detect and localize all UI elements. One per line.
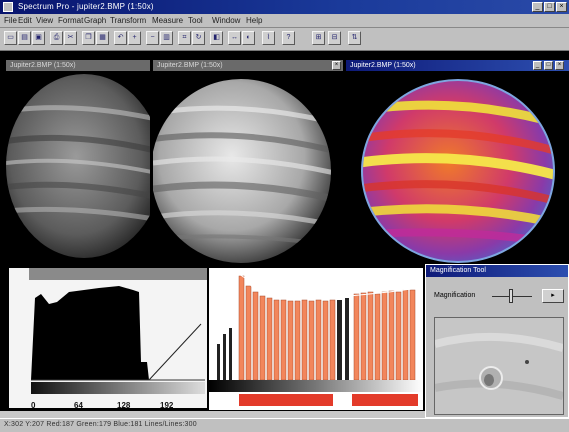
left-image-title-bar[interactable]: Jupiter2.BMP (1:50x) <box>6 60 150 71</box>
jupiter-pseudocolor-image <box>346 71 569 265</box>
menu-file[interactable]: File <box>4 16 17 25</box>
menu-help[interactable]: Help <box>246 16 263 25</box>
filter-icon[interactable]: ◧ <box>210 31 223 45</box>
profile-graph-panel <box>209 268 423 410</box>
color-icon[interactable]: ◐ <box>242 31 255 45</box>
tick-0: 0 <box>31 401 36 410</box>
magnification-step-button[interactable]: ▸ <box>542 289 564 303</box>
close-icon[interactable]: × <box>555 61 564 70</box>
menu-tool[interactable]: Tool <box>188 16 203 25</box>
toolbar: ▭ ▤ ▣ ⎙ ✂ ❐ ▦ ↶ + − ▥ ⌗ ↻ ◧ ↔ ◐ ⌇ ? ⊞ ⊟ … <box>0 28 569 51</box>
minimize-icon[interactable]: _ <box>533 61 542 70</box>
right-image-view[interactable] <box>346 71 569 265</box>
measure-icon[interactable]: ↔ <box>228 31 241 45</box>
close-icon[interactable]: × <box>332 61 341 70</box>
minimize-button[interactable]: _ <box>532 2 543 12</box>
histogram-panel: 0 64 128 192 <box>9 268 207 410</box>
maximize-button[interactable]: □ <box>544 2 555 12</box>
status-bar: X:302 Y:207 Red:187 Green:179 Blue:181 L… <box>0 418 569 432</box>
arrows-icon[interactable]: ⇅ <box>348 31 361 45</box>
tick-128: 128 <box>117 401 131 410</box>
graph-icon[interactable]: ⌇ <box>262 31 275 45</box>
undo-icon[interactable]: ↶ <box>114 31 127 45</box>
fit-icon[interactable]: ⊞ <box>312 31 325 45</box>
jupiter-grayscale-image <box>6 71 150 265</box>
magnification-tool-window: Magnification Tool Magnification ▸ <box>425 264 569 418</box>
grid-icon[interactable]: ⊟ <box>328 31 341 45</box>
magnification-title-bar[interactable]: Magnification Tool <box>426 265 568 277</box>
status-text: X:302 Y:207 Red:187 Green:179 Blue:181 L… <box>4 421 197 428</box>
magnification-slider[interactable] <box>492 289 532 303</box>
tick-64: 64 <box>74 401 83 410</box>
middle-image-title: Jupiter2.BMP (1:50x) <box>157 62 223 69</box>
new-icon[interactable]: ▭ <box>4 31 17 45</box>
menu-edit[interactable]: Edit <box>18 16 32 25</box>
menu-graph[interactable]: Graph <box>84 16 107 25</box>
maximize-icon[interactable]: □ <box>544 61 553 70</box>
save-icon[interactable]: ▣ <box>32 31 45 45</box>
histogram-icon[interactable]: ▥ <box>160 31 173 45</box>
menu-measure[interactable]: Measure <box>152 16 184 25</box>
app-icon[interactable] <box>3 2 13 12</box>
middle-image-view[interactable] <box>153 71 343 265</box>
copy-icon[interactable]: ❐ <box>82 31 95 45</box>
magnified-image <box>435 318 563 414</box>
histogram-chart <box>29 268 207 394</box>
print-icon[interactable]: ⎙ <box>50 31 63 45</box>
app-title-bar: Spectrum Pro - jupiter2.BMP (1:50x) _ □ … <box>0 0 569 14</box>
magnified-view[interactable] <box>434 317 564 415</box>
crop-icon[interactable]: ⌗ <box>178 31 191 45</box>
right-image-title-bar[interactable]: Jupiter2.BMP (1:50x) _ □ × <box>346 60 569 71</box>
left-image-view[interactable] <box>6 71 150 265</box>
tick-192: 192 <box>160 401 174 410</box>
menu-transform[interactable]: Transform <box>110 16 147 25</box>
middle-image-title-bar[interactable]: Jupiter2.BMP (1:50x) × <box>153 60 343 71</box>
zoom-out-icon[interactable]: − <box>146 31 159 45</box>
cut-icon[interactable]: ✂ <box>64 31 77 45</box>
profile-bar-chart <box>209 273 423 406</box>
menu-bar: File Edit View Format Graph Transform Me… <box>0 14 569 28</box>
paste-icon[interactable]: ▦ <box>96 31 109 45</box>
menu-format[interactable]: Format <box>58 16 84 25</box>
rotate-icon[interactable]: ↻ <box>192 31 205 45</box>
right-image-title: Jupiter2.BMP (1:50x) <box>350 62 416 69</box>
magnification-label: Magnification <box>434 292 476 299</box>
close-button[interactable]: × <box>556 2 567 12</box>
menu-window[interactable]: Window <box>212 16 241 25</box>
magnification-title: Magnification Tool <box>430 267 486 274</box>
left-image-title: Jupiter2.BMP (1:50x) <box>10 62 76 69</box>
menu-view[interactable]: View <box>36 16 54 25</box>
help-icon[interactable]: ? <box>282 31 295 45</box>
window-title: Spectrum Pro - jupiter2.BMP (1:50x) <box>18 2 154 11</box>
jupiter-enhanced-image <box>153 71 343 265</box>
open-icon[interactable]: ▤ <box>18 31 31 45</box>
zoom-in-icon[interactable]: + <box>128 31 141 45</box>
